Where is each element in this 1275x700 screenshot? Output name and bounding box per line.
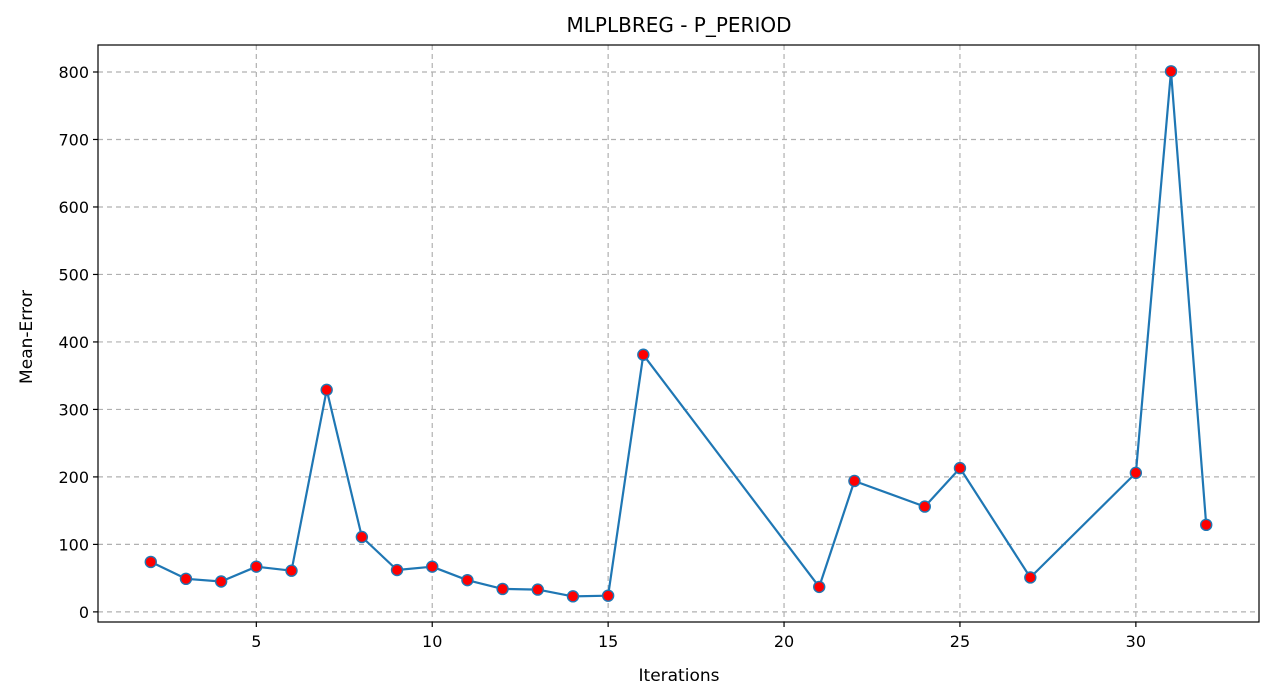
data-point	[214, 575, 228, 588]
data-point	[426, 560, 439, 573]
y-tick-label: 200	[58, 468, 89, 487]
data-point	[461, 573, 474, 587]
x-tick-label: 20	[774, 632, 794, 651]
data-point	[566, 590, 580, 603]
data-point	[320, 383, 333, 397]
data-point	[1024, 571, 1037, 584]
series-group	[144, 65, 1213, 603]
data-point	[144, 555, 157, 569]
x-tick-label: 5	[251, 632, 261, 651]
x-tick-label: 25	[950, 632, 970, 651]
data-point	[531, 583, 544, 596]
y-tick-label: 100	[58, 535, 89, 554]
y-tick-label: 0	[79, 603, 89, 622]
x-axis-label: Iterations	[639, 666, 720, 686]
grid-lines	[98, 45, 1259, 622]
data-point	[496, 582, 509, 596]
y-tick-label: 500	[58, 265, 89, 284]
data-point	[953, 461, 967, 475]
data-point	[355, 530, 369, 544]
data-point	[813, 580, 826, 594]
y-axis-label: Mean-Error	[17, 290, 37, 384]
data-point	[390, 563, 404, 577]
data-point	[637, 348, 650, 361]
data-point	[250, 560, 263, 573]
chart-title: MLPLBREG - P_PERIOD	[567, 13, 792, 37]
series-line	[150, 70, 1208, 598]
x-tick-label: 15	[598, 632, 618, 651]
plot-frame	[97, 44, 1260, 623]
data-point	[601, 589, 615, 602]
data-point	[1164, 65, 1178, 78]
y-tick-label: 800	[58, 63, 89, 82]
y-tick-label: 600	[58, 198, 89, 217]
y-tick-label: 300	[58, 400, 89, 419]
x-tick-label: 30	[1126, 632, 1146, 651]
data-point	[179, 572, 193, 586]
data-point	[1200, 518, 1213, 532]
data-point	[1129, 466, 1143, 480]
x-tick-label: 10	[422, 632, 442, 651]
data-point	[848, 474, 861, 488]
data-point	[918, 500, 931, 513]
y-tick-label: 700	[58, 130, 89, 149]
data-point	[285, 564, 298, 577]
y-tick-label: 400	[58, 333, 89, 352]
